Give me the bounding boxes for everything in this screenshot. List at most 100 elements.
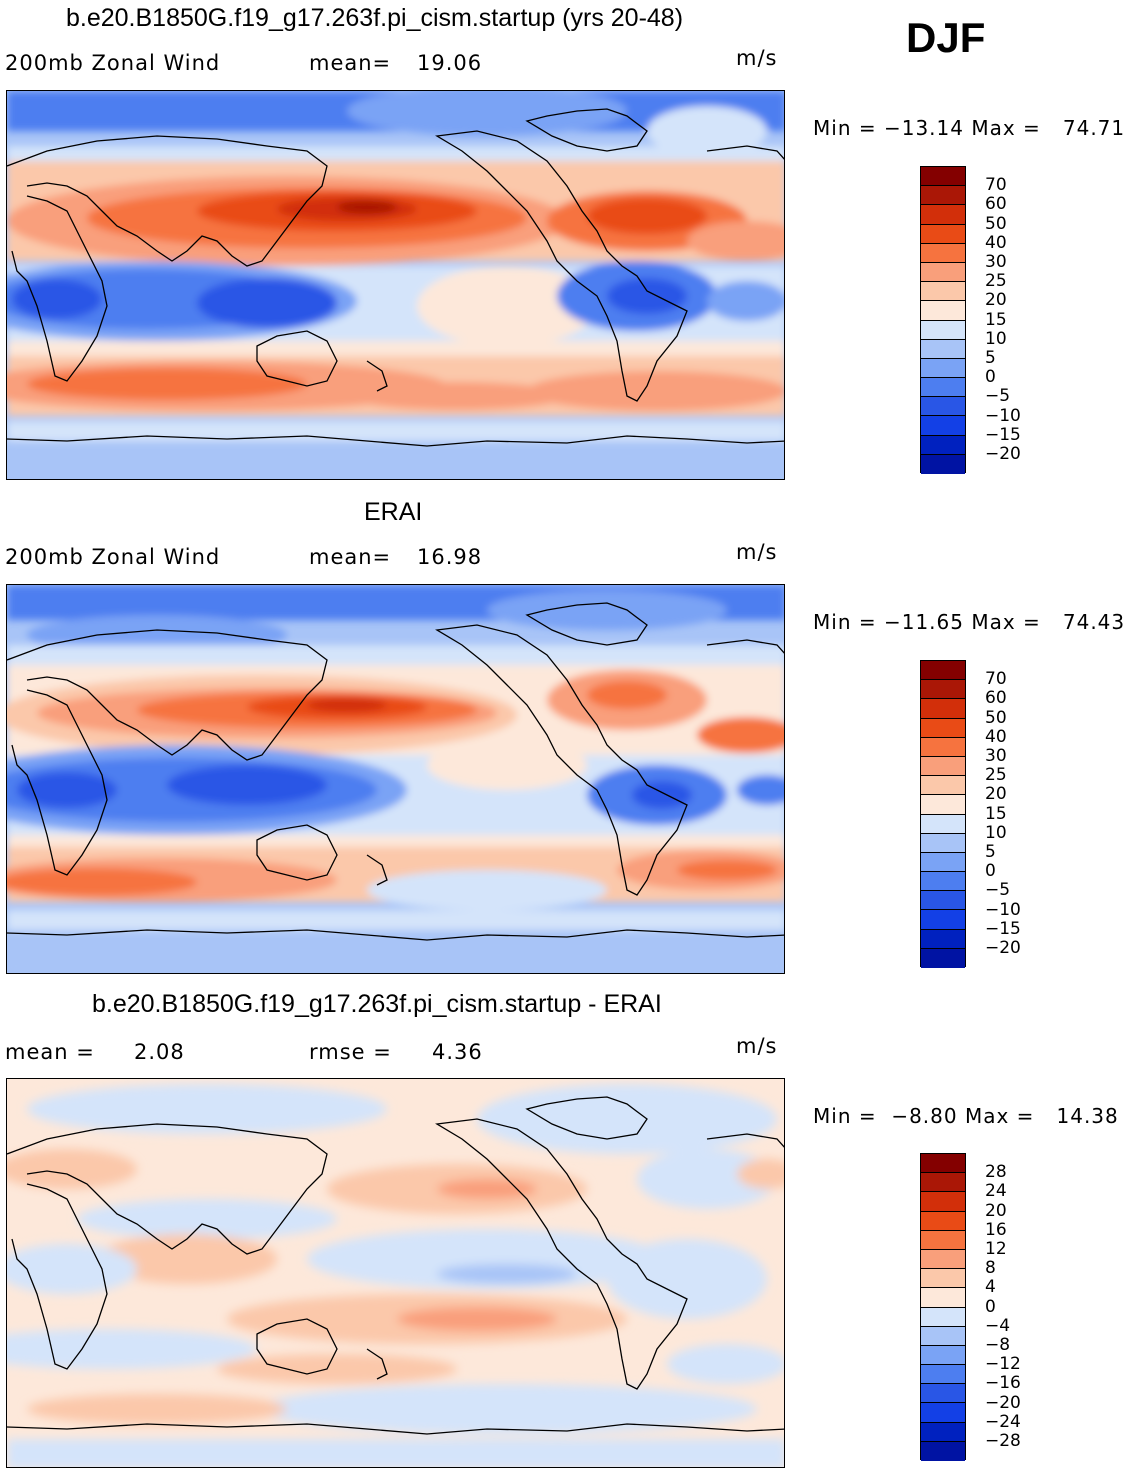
colorbar-tick-label: 25 (985, 271, 1007, 292)
colorbar-tick-label: −16 (985, 1373, 1021, 1394)
colorbar-tick-label: 30 (985, 746, 1007, 766)
panel-2-mean-value: 16.98 (417, 545, 483, 569)
colorbar-box (921, 891, 965, 911)
panel-2-field (7, 585, 784, 973)
panel-3-mean-value: 2.08 (134, 1040, 185, 1064)
colorbar-box (921, 1326, 965, 1346)
panel-3-title: b.e20.B1850G.f19_g17.263f.pi_cism.startu… (92, 990, 662, 1018)
panel-2-coastlines (7, 602, 784, 941)
colorbar-box (921, 776, 965, 796)
colorbar-tick-label: −4 (985, 1315, 1011, 1336)
panel-3-rmse-value: 4.36 (432, 1040, 483, 1064)
colorbar-tick-label: 12 (985, 1239, 1007, 1259)
colorbar-box (921, 1365, 965, 1385)
colorbar-tick-label: 25 (985, 765, 1007, 786)
colorbar-tick-label: 5 (985, 842, 996, 862)
colorbar-tick-label: 50 (985, 707, 1007, 728)
colorbar-tick-label: −15 (985, 424, 1021, 445)
colorbar-box (921, 454, 965, 474)
panel-1-field (7, 91, 784, 479)
colorbar-tick-label: −20 (985, 938, 1021, 958)
colorbar-box (921, 435, 965, 455)
panel-3-field (7, 1079, 784, 1467)
panel-1-coastlines (7, 108, 784, 447)
colorbar-tick-label: 0 (985, 861, 996, 882)
colorbar-box (921, 1192, 965, 1212)
colorbar-box (921, 1154, 965, 1174)
colorbar-box (921, 397, 965, 417)
colorbar-tick-label: 20 (985, 784, 1007, 805)
panel-1-map (6, 90, 785, 480)
colorbar-tick-label: −20 (985, 444, 1021, 464)
panel-1-variable: 200mb Zonal Wind (5, 51, 221, 75)
colorbar-box (921, 661, 965, 681)
colorbar-box (921, 1384, 965, 1404)
colorbar-box (921, 301, 965, 321)
colorbar-box (921, 224, 965, 244)
panel-2-title: ERAI (364, 498, 423, 526)
panel-3-map (6, 1078, 785, 1468)
colorbar-tick-label: −10 (985, 899, 1021, 920)
colorbar-box (921, 718, 965, 738)
colorbar-tick-label: −12 (985, 1354, 1021, 1375)
colorbar-tick-label: 70 (985, 669, 1007, 690)
colorbar-tick-label: 60 (985, 194, 1007, 215)
colorbar-box (921, 929, 965, 949)
panel-2-mean-label: mean= (309, 545, 392, 569)
colorbar-box (921, 1288, 965, 1308)
colorbar-tick-label: 40 (985, 726, 1007, 747)
colorbar-box (921, 1345, 965, 1366)
colorbar-box (921, 339, 965, 359)
colorbar-tick-label: 70 (985, 175, 1007, 196)
colorbar-box (921, 1249, 965, 1270)
colorbar-tick-label: 5 (985, 348, 996, 368)
colorbar-tick-label: 30 (985, 252, 1007, 272)
colorbar-tick-label: 28 (985, 1162, 1007, 1183)
colorbar-box (921, 699, 965, 719)
colorbar-tick-label: 24 (985, 1181, 1007, 1202)
panel-1-colorbar (920, 166, 966, 474)
panel-3-mean-label: mean = (5, 1040, 95, 1064)
colorbar-box (921, 1422, 965, 1442)
colorbar-tick-label: 16 (985, 1219, 1007, 1240)
colorbar-box (921, 320, 965, 340)
colorbar-box (921, 948, 965, 968)
colorbar-box (921, 205, 965, 225)
colorbar-box (921, 1307, 965, 1327)
colorbar-box (921, 1230, 965, 1250)
colorbar-box (921, 262, 965, 283)
colorbar-tick-label: 40 (985, 232, 1007, 253)
colorbar-box (921, 358, 965, 379)
colorbar-tick-label: −15 (985, 918, 1021, 939)
colorbar-tick-label: −5 (985, 386, 1011, 407)
colorbar-box (921, 737, 965, 757)
panel-1-min-max: Min = −13.14 Max = 74.71 (813, 116, 1126, 140)
colorbar-tick-label: −20 (985, 1392, 1021, 1413)
colorbar-box (921, 1211, 965, 1231)
colorbar-box (921, 910, 965, 930)
colorbar-box (921, 872, 965, 892)
colorbar-box (921, 282, 965, 302)
colorbar-box (921, 416, 965, 436)
panel-3-colorbar (920, 1153, 966, 1461)
colorbar-tick-label: 0 (985, 367, 996, 388)
colorbar-tick-label: 4 (985, 1277, 996, 1298)
colorbar-tick-label: −24 (985, 1411, 1021, 1432)
panel-2-variable: 200mb Zonal Wind (5, 545, 221, 569)
colorbar-box (921, 680, 965, 700)
panel-2-colorbar (920, 660, 966, 968)
panel-2-units: m/s (736, 540, 778, 564)
colorbar-box (921, 852, 965, 873)
colorbar-tick-label: 15 (985, 309, 1007, 330)
colorbar-box (921, 1173, 965, 1193)
colorbar-box (921, 186, 965, 206)
panel-3-coastlines (7, 1096, 784, 1435)
colorbar-tick-label: 20 (985, 1200, 1007, 1221)
colorbar-tick-label: 50 (985, 213, 1007, 234)
colorbar-tick-label: 15 (985, 803, 1007, 824)
panel-3-units: m/s (736, 1034, 778, 1058)
colorbar-tick-label: −5 (985, 880, 1011, 901)
colorbar-box (921, 1403, 965, 1423)
panel-2-map (6, 584, 785, 974)
colorbar-box (921, 243, 965, 263)
